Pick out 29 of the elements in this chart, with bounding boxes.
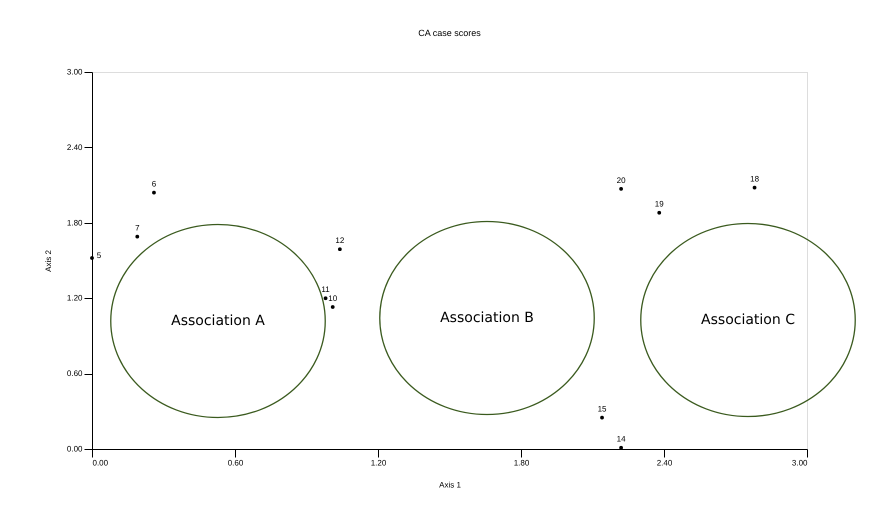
annotation: 14	[616, 434, 626, 444]
x-tick-label: 3.00	[792, 458, 808, 468]
y-tick-label: 2.40	[66, 142, 84, 152]
x-axis-title: Axis 1	[439, 480, 462, 490]
y-tick-label: 1.80	[66, 218, 84, 228]
annotation: 15	[598, 404, 608, 414]
annotation: 11	[321, 285, 330, 294]
annotation: Association B	[440, 310, 534, 326]
x-tick-label: 0.00	[92, 458, 109, 468]
annotation: 20	[616, 176, 626, 185]
annotation: 10	[328, 294, 338, 303]
annotation: Association C	[701, 312, 796, 328]
y-tick-label: 3.00	[66, 68, 84, 76]
annotation: 6	[152, 180, 157, 189]
y-axis-title: Axis 2	[44, 250, 53, 272]
annotation: 7	[135, 224, 140, 233]
annotation: 5	[96, 250, 102, 260]
annotation: 19	[654, 200, 664, 209]
x-tick-label: 2.40	[656, 458, 673, 468]
y-tick-label: 0.00	[66, 444, 84, 454]
x-tick-label: 1.80	[514, 458, 530, 468]
annotation: 18	[750, 174, 760, 184]
chart-title: CA case scores	[418, 28, 482, 38]
y-tick-label: 0.60	[66, 369, 84, 378]
y-tick-label: 1.20	[66, 294, 84, 303]
annotation: Association A	[171, 313, 266, 329]
x-tick-label: 1.20	[370, 458, 387, 468]
x-tick-label: 0.60	[228, 458, 244, 468]
annotation: 12	[335, 236, 345, 246]
